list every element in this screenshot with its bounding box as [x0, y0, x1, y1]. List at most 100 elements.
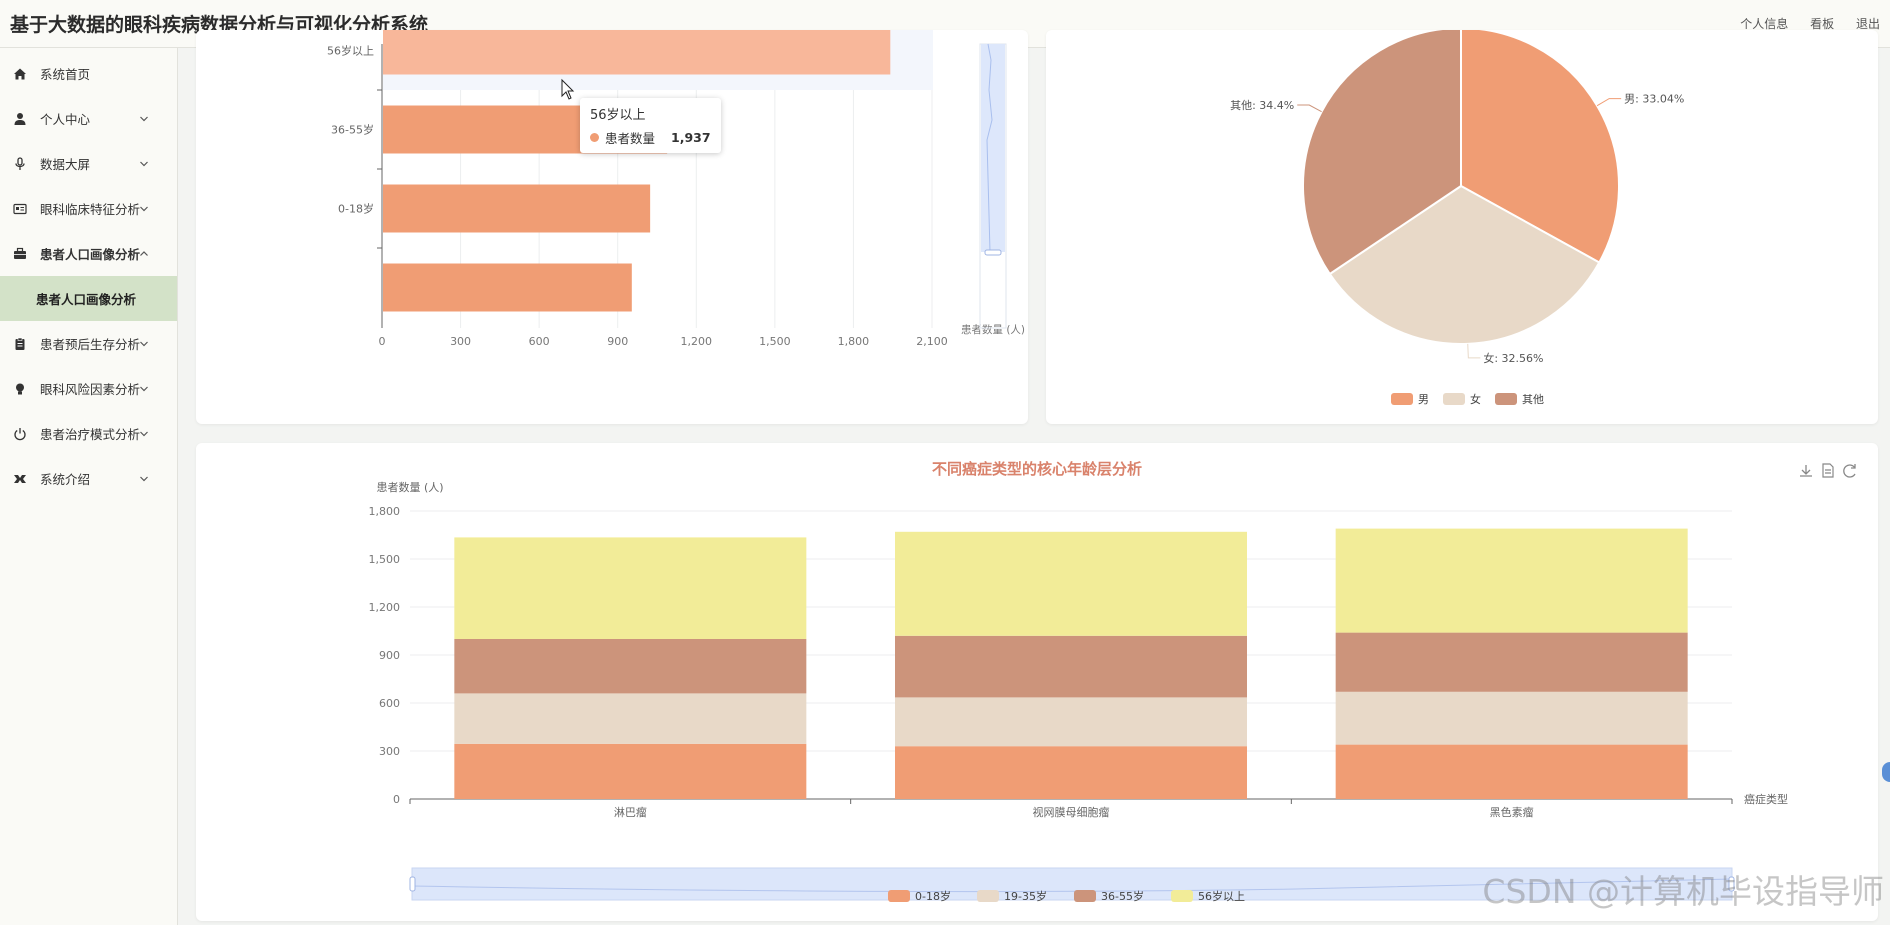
chevron-down-icon	[139, 336, 149, 351]
mouse-cursor-icon	[561, 78, 575, 100]
sidebar-item-patient-demographics[interactable]: 患者人口画像分析	[0, 231, 177, 276]
x-tick-label: 1,800	[838, 335, 870, 348]
datazoom-handle	[1728, 876, 1735, 892]
stacked-bar-segment	[895, 635, 1247, 698]
profile-link[interactable]: 个人信息	[1740, 17, 1789, 31]
sidebar-item-home[interactable]: 系统首页	[0, 51, 177, 96]
datazoom-handle	[409, 876, 416, 892]
sidebar-subitem-label: 患者人口画像分析	[36, 292, 137, 307]
gender-pie-chart: 男: 33.04% 女: 32.56% 其他: 34.4% 男 女 其他	[1230, 26, 1684, 406]
x-tick-label: 黑色素瘤	[1490, 805, 1534, 819]
sidebar-item-clinical-features[interactable]: 眼科临床特征分析	[0, 186, 177, 231]
legend-label: 女	[1470, 392, 1481, 406]
age-distribution-card: 0 300 600 900 1,200 1,500 1,800 2,100 0-18岁 36-55…	[196, 10, 1028, 424]
tooltip-row: 患者数量 1,937	[590, 128, 711, 147]
legend-swatch	[1495, 393, 1517, 405]
chevron-down-icon	[139, 381, 149, 396]
stacked-bar-segment	[454, 743, 807, 799]
legend-label: 56岁以上	[1198, 889, 1245, 903]
stacked-bar-segment	[1335, 691, 1688, 745]
sidebar: 系统首页 个人中心 数据大屏 眼科临床特征分析 患者人口画像分析 患者人口画像分…	[0, 48, 178, 925]
sidebar-item-label: 数据大屏	[40, 157, 91, 172]
x-tick-label: 视网膜母细胞瘤	[1033, 805, 1110, 819]
x-tick-label: 淋巴瘤	[614, 805, 647, 819]
x-tick-label: 600	[529, 335, 550, 348]
microphone-icon	[12, 156, 28, 172]
x-tick-label: 0	[379, 335, 386, 348]
x-tick-label: 2,100	[916, 335, 948, 348]
stacked-bar-segment	[454, 537, 807, 639]
logout-link[interactable]: 退出	[1855, 17, 1880, 31]
stacked-bar-segment	[1335, 744, 1688, 799]
datazoom-window	[981, 44, 1005, 252]
pie-label-line	[1297, 104, 1322, 113]
sidebar-item-risk-factors[interactable]: 眼科风险因素分析	[0, 366, 177, 411]
id-card-icon	[12, 201, 28, 217]
legend-label: 其他	[1522, 393, 1544, 406]
y-tick-label: 0-18岁	[338, 202, 374, 216]
bar	[383, 263, 632, 312]
dashboard-link[interactable]: 看板	[1810, 17, 1835, 31]
sidebar-item-label: 患者治疗模式分析	[40, 427, 141, 442]
sidebar-item-data-screen[interactable]: 数据大屏	[0, 141, 177, 186]
floating-handle[interactable]	[1882, 762, 1890, 782]
clipboard-icon	[12, 336, 28, 352]
chevron-down-icon	[139, 111, 149, 126]
y-tick-label: 36-55岁	[331, 123, 374, 137]
x-axis-name: 癌症类型	[1744, 792, 1788, 806]
y-tick-label: 1,200	[369, 601, 401, 614]
x-tick-label: 900	[607, 335, 628, 348]
sidebar-item-personal-center[interactable]: 个人中心	[0, 96, 177, 141]
stacked-bar-segment	[454, 693, 807, 744]
pie-slice	[1302, 26, 1462, 276]
sidebar-subitem-patient-demographics[interactable]: 患者人口画像分析	[0, 276, 177, 321]
pie-label-line	[1467, 343, 1481, 359]
sidebar-item-treatment-patterns[interactable]: 患者治疗模式分析	[0, 411, 177, 456]
legend-swatch	[1443, 393, 1465, 405]
download-icon	[1800, 465, 1812, 477]
watermark: CSDN @计算机毕设指导师	[1482, 872, 1884, 911]
bar	[383, 184, 651, 233]
gender-distribution-card: 男: 33.04% 女: 32.56% 其他: 34.4% 男 女 其他	[1046, 26, 1878, 424]
chevron-down-icon	[139, 471, 149, 486]
chevron-down-icon	[139, 156, 149, 171]
home-icon	[12, 66, 28, 82]
power-icon	[12, 426, 28, 442]
y-tick-label: 1,800	[369, 505, 401, 518]
tooltip-title: 56岁以上	[590, 108, 646, 123]
y-tick-label: 300	[379, 745, 400, 758]
y-tick-label: 56岁以上	[327, 44, 374, 58]
sidebar-item-prognosis[interactable]: 患者预后生存分析	[0, 321, 177, 366]
datazoom-handle	[984, 249, 1002, 256]
datazoom-sparkline	[986, 43, 993, 253]
stacked-bar-segment	[895, 697, 1247, 747]
x-tick-label: 1,200	[681, 335, 713, 348]
legend-swatch	[1074, 890, 1096, 902]
y-tick-label: 1,500	[369, 553, 401, 566]
legend-label: 36-55岁	[1101, 889, 1144, 903]
stacked-bar-segment	[1335, 632, 1688, 692]
age-bar-chart: 0 300 600 900 1,200 1,500 1,800 2,100 0-18岁 36-55…	[327, 10, 1025, 348]
y-tick-label: 900	[379, 649, 400, 662]
chart-tooltip: 56岁以上 患者数量 1,937	[580, 98, 721, 153]
sidebar-item-label: 个人中心	[40, 112, 91, 127]
x-axis-name: 患者数量 (人)	[961, 323, 1025, 336]
sidebar-item-system-intro[interactable]: 系统介绍	[0, 456, 177, 501]
legend-swatch	[1171, 890, 1193, 902]
sidebar-item-label: 眼科风险因素分析	[40, 382, 141, 397]
legend-label: 0-18岁	[915, 889, 951, 903]
legend-swatch	[888, 890, 910, 902]
pie-label: 女: 32.56%	[1483, 351, 1543, 365]
y-tick-label: 600	[379, 697, 400, 710]
chevron-up-icon	[139, 246, 149, 261]
sidebar-item-label: 系统首页	[40, 67, 91, 82]
x-tick-label: 1,500	[759, 335, 791, 348]
sidebar-item-label: 系统介绍	[40, 472, 91, 487]
legend-swatch	[977, 890, 999, 902]
tooltip-series-name: 患者数量	[605, 131, 656, 146]
y-axis-name: 患者数量 (人)	[376, 481, 443, 494]
pie-label-line	[1596, 98, 1622, 107]
stacked-bar-segment	[454, 639, 807, 694]
legend-label: 男	[1418, 393, 1429, 406]
